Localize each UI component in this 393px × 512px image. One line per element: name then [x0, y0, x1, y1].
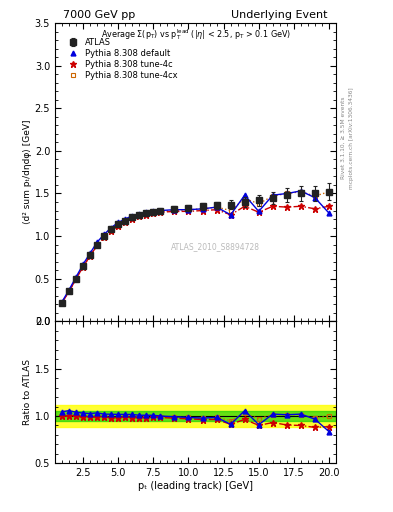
Pythia 8.308 default — [88, 250, 92, 256]
Pythia 8.308 default — [95, 239, 99, 245]
Line: Pythia 8.308 tune-4cx: Pythia 8.308 tune-4cx — [60, 189, 331, 305]
Pythia 8.308 default — [242, 192, 247, 198]
Text: mcplots.cern.ch [arXiv:1306.3436]: mcplots.cern.ch [arXiv:1306.3436] — [349, 88, 354, 189]
Pythia 8.308 tune-4cx — [116, 223, 121, 229]
Pythia 8.308 tune-4cx — [158, 208, 163, 215]
Pythia 8.308 default — [81, 261, 86, 267]
Pythia 8.308 default — [74, 274, 79, 280]
Pythia 8.308 tune-4cx — [88, 252, 92, 259]
Line: Pythia 8.308 default: Pythia 8.308 default — [60, 188, 331, 304]
Pythia 8.308 default — [172, 207, 177, 213]
Pythia 8.308 tune-4cx — [137, 212, 142, 219]
Pythia 8.308 tune-4c — [109, 228, 114, 234]
Pythia 8.308 tune-4cx — [186, 207, 191, 213]
Y-axis label: Ratio to ATLAS: Ratio to ATLAS — [23, 359, 32, 425]
Pythia 8.308 tune-4c — [285, 204, 289, 210]
Legend: ATLAS, Pythia 8.308 default, Pythia 8.308 tune-4c, Pythia 8.308 tune-4cx: ATLAS, Pythia 8.308 default, Pythia 8.30… — [62, 36, 180, 82]
Pythia 8.308 tune-4c — [327, 203, 331, 209]
Pythia 8.308 default — [256, 208, 261, 215]
Pythia 8.308 tune-4cx — [109, 228, 114, 234]
Pythia 8.308 default — [312, 195, 317, 201]
Pythia 8.308 default — [116, 219, 121, 225]
Pythia 8.308 tune-4c — [312, 206, 317, 212]
Pythia 8.308 tune-4c — [137, 214, 142, 220]
Pythia 8.308 default — [270, 192, 275, 198]
X-axis label: pₜ (leading track) [GeV]: pₜ (leading track) [GeV] — [138, 481, 253, 491]
Pythia 8.308 tune-4cx — [81, 264, 86, 270]
Pythia 8.308 default — [285, 190, 289, 197]
Pythia 8.308 tune-4c — [60, 300, 64, 306]
Bar — [55, 404, 336, 428]
Pythia 8.308 tune-4cx — [130, 215, 135, 221]
Pythia 8.308 default — [214, 204, 219, 210]
Pythia 8.308 default — [327, 210, 331, 216]
Pythia 8.308 tune-4cx — [151, 210, 156, 216]
Pythia 8.308 tune-4c — [67, 288, 72, 294]
Pythia 8.308 default — [299, 188, 303, 194]
Pythia 8.308 default — [137, 211, 142, 217]
Pythia 8.308 default — [158, 207, 163, 214]
Pythia 8.308 tune-4c — [186, 208, 191, 215]
Pythia 8.308 default — [186, 207, 191, 213]
Pythia 8.308 tune-4c — [242, 203, 247, 209]
Text: 7000 GeV pp: 7000 GeV pp — [63, 10, 136, 20]
Pythia 8.308 default — [60, 298, 64, 305]
Pythia 8.308 tune-4c — [158, 209, 163, 216]
Pythia 8.308 tune-4c — [214, 207, 219, 213]
Pythia 8.308 tune-4c — [123, 219, 128, 225]
Pythia 8.308 tune-4c — [74, 275, 79, 282]
Text: Underlying Event: Underlying Event — [231, 10, 328, 20]
Pythia 8.308 tune-4c — [299, 203, 303, 209]
Pythia 8.308 default — [144, 209, 149, 216]
Pythia 8.308 tune-4c — [95, 242, 99, 248]
Bar — [55, 411, 336, 421]
Pythia 8.308 tune-4cx — [95, 242, 99, 248]
Pythia 8.308 tune-4c — [270, 203, 275, 209]
Pythia 8.308 tune-4cx — [285, 190, 289, 197]
Pythia 8.308 tune-4cx — [256, 201, 261, 207]
Text: Rivet 3.1.10, ≥ 3.5M events: Rivet 3.1.10, ≥ 3.5M events — [341, 97, 346, 180]
Line: Pythia 8.308 tune-4c: Pythia 8.308 tune-4c — [59, 203, 332, 306]
Pythia 8.308 default — [67, 287, 72, 293]
Pythia 8.308 tune-4c — [228, 212, 233, 218]
Pythia 8.308 default — [130, 212, 135, 219]
Pythia 8.308 tune-4cx — [312, 193, 317, 199]
Pythia 8.308 tune-4cx — [228, 207, 233, 214]
Pythia 8.308 tune-4cx — [172, 207, 177, 214]
Pythia 8.308 tune-4c — [88, 252, 92, 259]
Pythia 8.308 tune-4cx — [327, 189, 331, 195]
Pythia 8.308 tune-4c — [144, 212, 149, 218]
Pythia 8.308 tune-4c — [200, 207, 205, 214]
Pythia 8.308 tune-4c — [102, 234, 107, 240]
Pythia 8.308 default — [151, 208, 156, 215]
Y-axis label: ⟨d² sum pₜ/dηdφ⟩ [GeV]: ⟨d² sum pₜ/dηdφ⟩ [GeV] — [23, 120, 32, 224]
Pythia 8.308 tune-4cx — [200, 206, 205, 212]
Pythia 8.308 tune-4c — [151, 210, 156, 216]
Pythia 8.308 tune-4cx — [67, 288, 72, 294]
Pythia 8.308 default — [123, 216, 128, 222]
Pythia 8.308 tune-4c — [256, 209, 261, 216]
Pythia 8.308 tune-4cx — [270, 193, 275, 199]
Pythia 8.308 tune-4cx — [60, 300, 64, 306]
Pythia 8.308 tune-4c — [81, 264, 86, 270]
Pythia 8.308 tune-4cx — [102, 234, 107, 240]
Pythia 8.308 default — [228, 212, 233, 218]
Pythia 8.308 tune-4cx — [144, 211, 149, 217]
Pythia 8.308 default — [102, 231, 107, 238]
Pythia 8.308 tune-4c — [172, 208, 177, 215]
Pythia 8.308 tune-4cx — [74, 275, 79, 282]
Text: ATLAS_2010_S8894728: ATLAS_2010_S8894728 — [171, 242, 260, 251]
Pythia 8.308 tune-4cx — [299, 189, 303, 195]
Pythia 8.308 tune-4cx — [242, 196, 247, 202]
Text: Average $\Sigma$(p$_{\rm T}$) vs p$_{\rm T}^{\rm lead}$ ($|\eta|$ < 2.5, p$_{\rm: Average $\Sigma$(p$_{\rm T}$) vs p$_{\rm… — [101, 28, 290, 42]
Pythia 8.308 tune-4c — [116, 223, 121, 229]
Pythia 8.308 default — [109, 224, 114, 230]
Pythia 8.308 tune-4cx — [123, 219, 128, 225]
Pythia 8.308 tune-4c — [130, 216, 135, 222]
Pythia 8.308 tune-4cx — [214, 204, 219, 210]
Pythia 8.308 default — [200, 206, 205, 212]
